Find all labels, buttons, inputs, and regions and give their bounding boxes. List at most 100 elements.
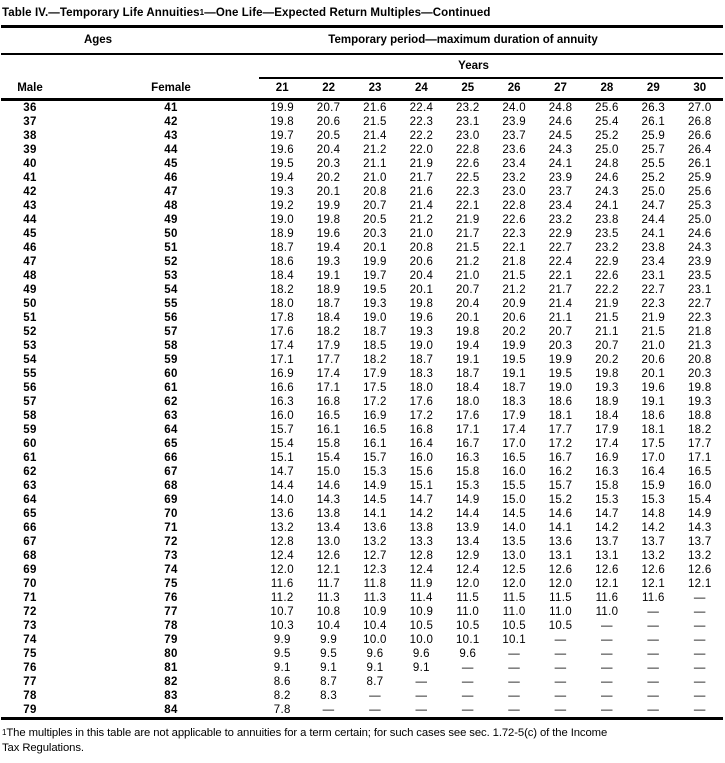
table-row: 39 44 19.6 20.4 21.2 22.0 22.8 23.6 24.3 25.0 25.7… [1, 143, 723, 157]
multiple-cell: 11.6 [595, 592, 619, 604]
multiple-cell: 17.2 [363, 396, 387, 408]
multiple-cell: — [554, 648, 567, 660]
multiple-cell: 25.7 [641, 144, 666, 156]
multiple-cell: — [554, 690, 567, 702]
multiple-cell: 20.1 [409, 284, 434, 296]
female-age-cell: 61 [164, 382, 178, 394]
multiple-cell: — [461, 690, 474, 702]
female-age-cell: 49 [164, 214, 178, 226]
multiple-cell: 21.8 [687, 326, 712, 338]
multiple-cell: 14.4 [455, 508, 480, 520]
multiple-cell: 20.9 [502, 298, 526, 310]
female-age-cell: 60 [164, 368, 178, 380]
multiple-cell: 13.8 [316, 508, 341, 520]
year-column-header: 28 [583, 77, 631, 101]
male-age-cell: 39 [23, 144, 37, 156]
multiple-cell: 20.6 [502, 312, 526, 324]
multiple-cell: 21.0 [363, 172, 387, 184]
multiple-cell: 12.8 [270, 536, 294, 548]
group-header-row: Ages Temporary period—maximum duration o… [1, 26, 724, 55]
female-age-cell: 82 [164, 676, 178, 688]
multiple-cell: — [693, 676, 706, 688]
male-age-cell: 73 [23, 620, 37, 632]
male-age-cell: 42 [23, 186, 37, 198]
multiple-cell: 25.9 [687, 172, 712, 184]
table-row: 42 47 19.3 20.1 20.8 21.6 22.3 23.0 23.7 24.3 25.0… [1, 185, 723, 199]
multiple-cell: 13.6 [548, 536, 573, 548]
multiple-cell: 17.6 [270, 326, 294, 338]
multiple-cell: 21.0 [409, 228, 434, 240]
multiple-cell: 10.0 [409, 634, 434, 646]
female-age-cell: 42 [164, 116, 178, 128]
multiple-cell: 9.5 [273, 648, 291, 660]
multiple-cell: 11.3 [317, 592, 340, 604]
multiple-cell: 15.5 [502, 480, 526, 492]
male-age-cell: 69 [23, 564, 37, 576]
multiple-cell: — [554, 676, 567, 688]
multiple-cell: 14.3 [316, 494, 341, 506]
multiple-cell: 24.1 [641, 228, 666, 240]
multiple-cell: 22.3 [641, 298, 666, 310]
male-age-cell: 58 [23, 410, 37, 422]
multiple-cell: 16.3 [455, 452, 480, 464]
multiple-cell: 20.1 [363, 242, 387, 254]
multiple-cell: — [554, 662, 567, 674]
male-age-cell: 54 [23, 354, 37, 366]
multiple-cell: 21.2 [502, 284, 526, 296]
female-age-cell: 55 [164, 298, 178, 310]
multiple-cell: 22.8 [502, 200, 526, 212]
multiple-cell: 19.0 [409, 340, 434, 352]
multiple-cell: — [647, 690, 660, 702]
multiple-cell: 15.4 [316, 452, 341, 464]
multiple-cell: 18.7 [363, 326, 387, 338]
multiple-cell: 24.6 [595, 172, 619, 184]
multiple-cell: 17.9 [595, 424, 619, 436]
multiple-cell: 12.0 [270, 564, 294, 576]
multiple-cell: 15.3 [455, 480, 480, 492]
multiple-cell: 15.3 [363, 466, 387, 478]
multiple-cell: 18.7 [409, 354, 434, 366]
male-age-cell: 46 [23, 242, 37, 254]
multiple-cell: 12.8 [409, 550, 434, 562]
multiple-cell: 17.9 [502, 410, 526, 422]
multiple-cell: 18.4 [455, 382, 480, 394]
multiple-cell: — [693, 704, 706, 716]
female-column-header: Female [59, 77, 259, 101]
multiple-cell: 19.8 [409, 298, 434, 310]
multiple-cell: — [693, 606, 706, 618]
table-row: 79 84 7.8 — — — — — — — — — [1, 703, 723, 719]
table-row: 53 58 17.4 17.9 18.5 19.0 19.4 19.9 20.3 20.7 21.0… [1, 339, 723, 353]
multiple-cell: 25.3 [687, 200, 712, 212]
multiple-cell: 20.7 [455, 284, 480, 296]
footnote: 1The multiples in this table are not app… [1, 726, 723, 756]
female-age-cell: 47 [164, 186, 178, 198]
multiple-cell: 14.6 [548, 508, 573, 520]
male-age-cell: 44 [23, 214, 37, 226]
multiple-cell: 12.4 [455, 564, 480, 576]
multiple-cell: 20.8 [363, 186, 387, 198]
multiple-cell: — [554, 704, 567, 716]
multiple-cell: 17.0 [502, 438, 526, 450]
multiple-cell: 11.9 [410, 578, 433, 590]
year-column-header: 22 [305, 77, 352, 101]
multiple-cell: 24.3 [595, 186, 619, 198]
multiple-cell: 10.0 [363, 634, 387, 646]
years-label-spacer [1, 54, 259, 78]
multiple-cell: 19.1 [316, 270, 341, 282]
multiple-cell: — [369, 690, 381, 702]
multiple-cell: 14.5 [502, 508, 526, 520]
multiple-cell: 14.9 [687, 508, 712, 520]
multiple-cell: 16.2 [548, 466, 573, 478]
multiple-cell: 21.6 [409, 186, 434, 198]
multiple-cell: — [693, 662, 706, 674]
multiple-cell: 15.8 [595, 480, 619, 492]
multiple-cell: 21.5 [595, 312, 619, 324]
male-age-cell: 38 [23, 130, 37, 142]
multiple-cell: 21.7 [409, 172, 434, 184]
multiple-cell: 10.7 [270, 606, 294, 618]
multiple-cell: 15.8 [455, 466, 480, 478]
multiple-cell: 23.1 [687, 284, 712, 296]
multiple-cell: 23.4 [502, 158, 526, 170]
multiple-cell: 19.3 [687, 396, 712, 408]
multiple-cell: 19.9 [363, 256, 387, 268]
